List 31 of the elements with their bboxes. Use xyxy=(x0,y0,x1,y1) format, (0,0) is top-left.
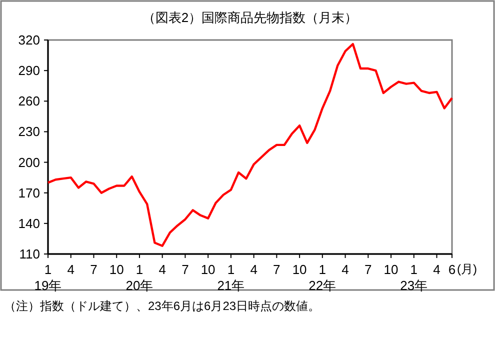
x-tick-label: 7 xyxy=(90,262,98,277)
x-tick-label: 6 xyxy=(448,262,456,277)
chart-title: （図表2）国際商品先物指数（月末） xyxy=(142,10,358,25)
text: （注）指数（ドル建て）、23年6月は6月23日時点の数値。 xyxy=(4,299,320,313)
line-series xyxy=(46,42,454,247)
y-tick-label: 200 xyxy=(18,154,40,170)
y-tick-label: 260 xyxy=(18,94,40,109)
x-tick-label: 4 xyxy=(433,262,440,277)
y-tick-label: 290 xyxy=(18,63,40,78)
x-tick-label: 4 xyxy=(250,262,258,277)
x-tick-label: 1 22年 xyxy=(308,262,336,293)
x-tick-label: 7 xyxy=(364,262,372,277)
y-tick-label: 230 xyxy=(18,124,40,140)
x-axis-title: (月) xyxy=(457,262,477,276)
x-tick-label: 1 23年 xyxy=(400,262,428,293)
x-tick-label: 4 xyxy=(342,262,349,277)
x-tick-label: 10 xyxy=(292,262,307,277)
x-tick-label: 10 xyxy=(384,262,398,277)
x-tick-label: 1 19年 xyxy=(34,262,62,293)
y-tick-label: 110 xyxy=(19,246,40,262)
x-tick-label: 10 xyxy=(109,262,124,277)
x-tick-label: 4 xyxy=(67,262,74,277)
x-tick-label: 7 xyxy=(182,262,189,277)
x-tick-label: 10 xyxy=(200,262,216,277)
y-tick-label: 170 xyxy=(18,185,40,200)
x-tick-label: 4 xyxy=(158,262,166,277)
y-tick-label: 320 xyxy=(18,32,40,48)
x-tick-label: 1 21年 xyxy=(217,262,245,293)
x-tick-label: 7 xyxy=(273,262,280,277)
y-tick-label: 140 xyxy=(18,216,40,231)
x-tick-label: 1 20年 xyxy=(126,262,154,293)
